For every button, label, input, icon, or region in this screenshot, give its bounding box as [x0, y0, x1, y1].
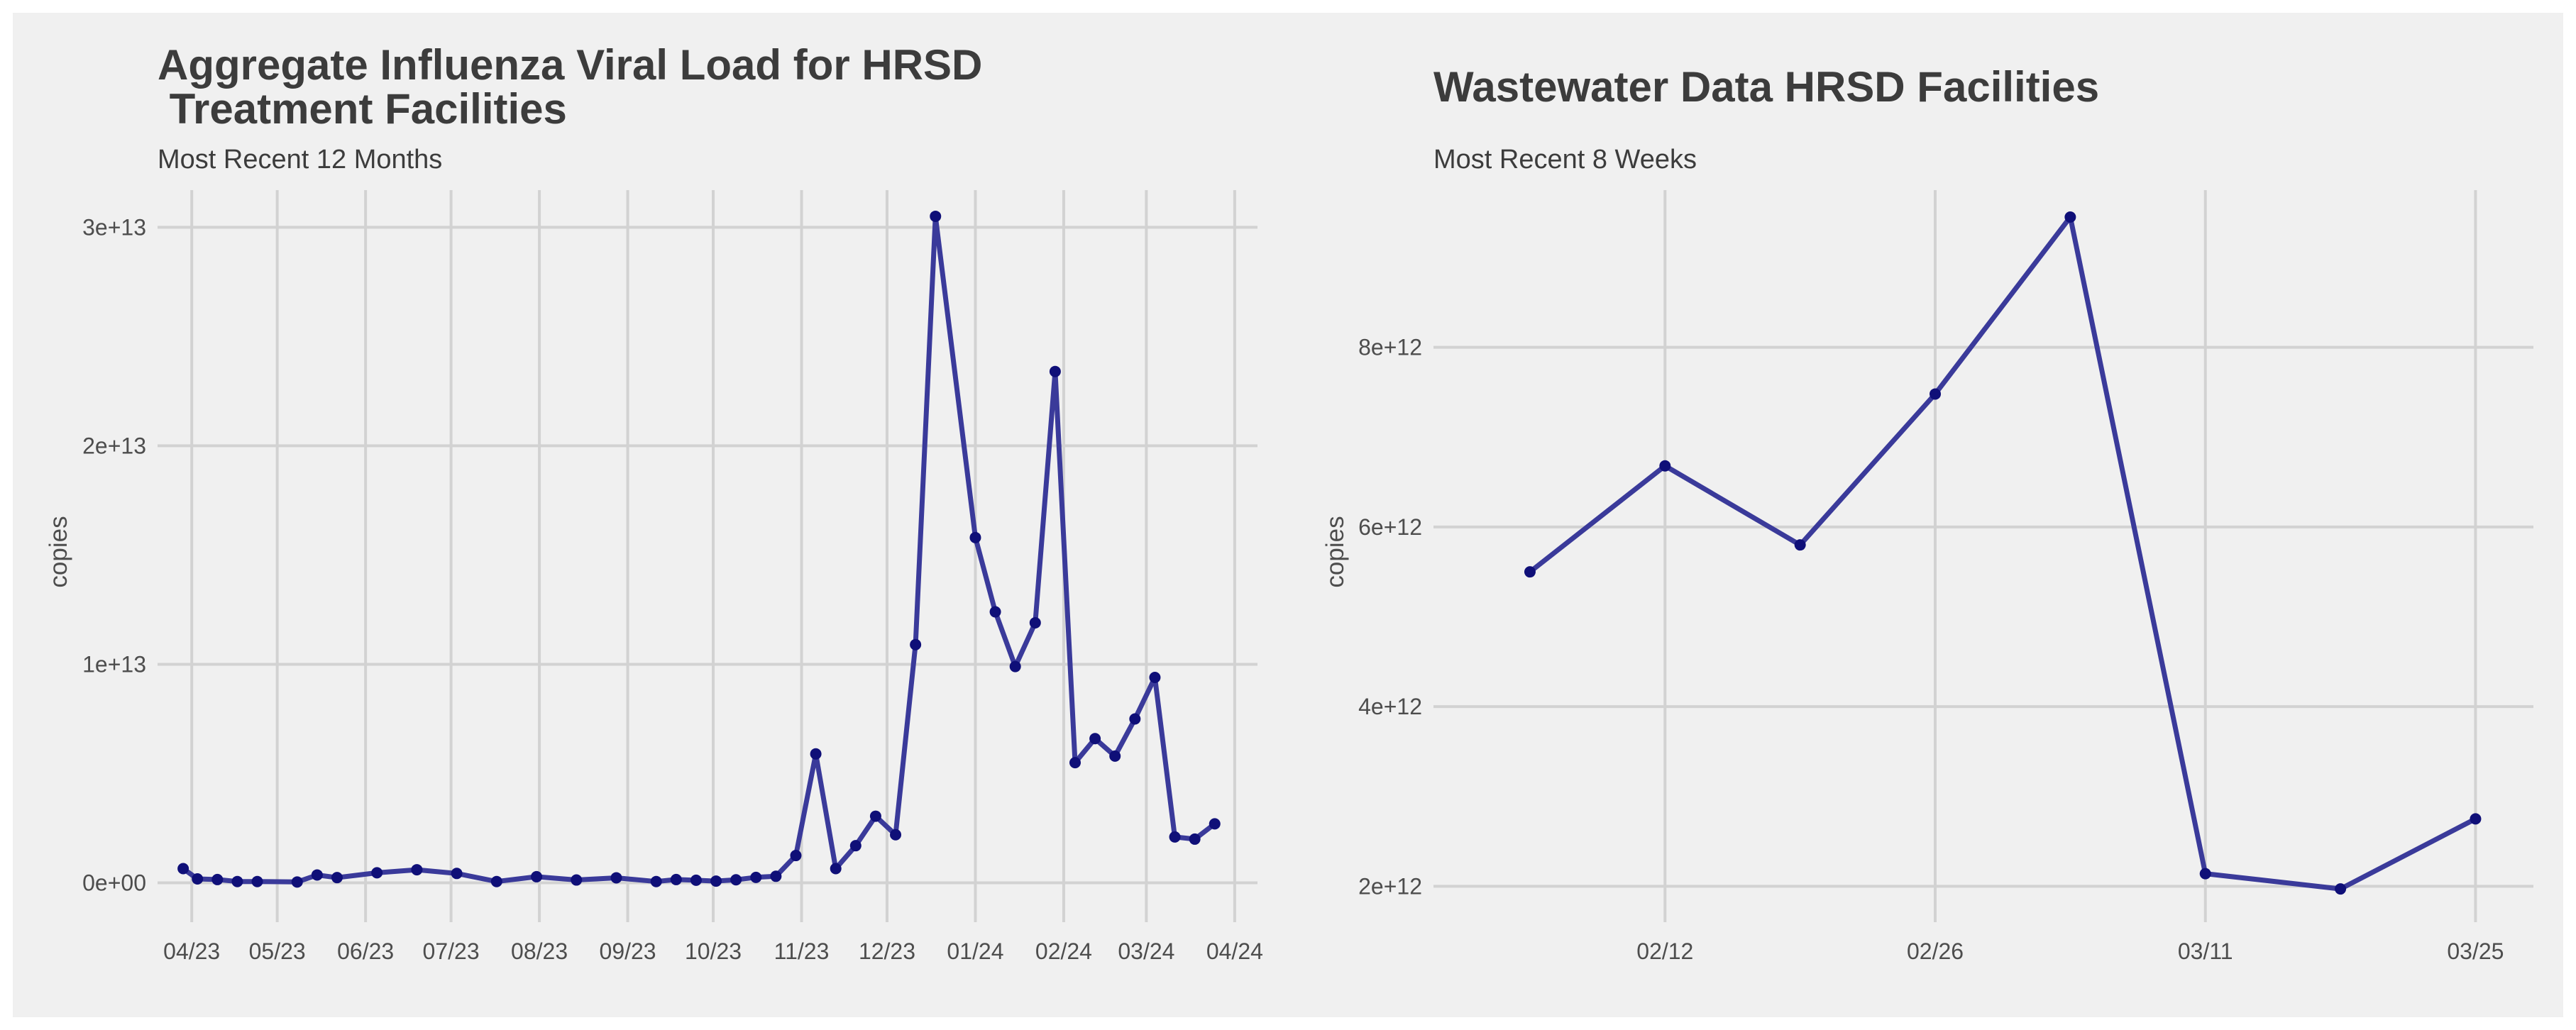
x-tick-label: 11/23 — [774, 938, 830, 964]
data-point — [670, 873, 682, 885]
data-point — [1659, 460, 1671, 472]
x-tick-label: 09/23 — [600, 938, 656, 964]
data-point — [2335, 883, 2347, 895]
x-tick-label: 02/24 — [1035, 938, 1092, 964]
chart-subtitle: Most Recent 8 Weeks — [1433, 145, 1697, 175]
data-point — [610, 872, 622, 884]
x-tick-label: 04/24 — [1206, 938, 1263, 964]
data-point — [2199, 868, 2211, 880]
chart-background — [13, 13, 2563, 1017]
chart-title-line-1: Aggregate Influenza Viral Load for HRSD — [158, 41, 982, 89]
x-tick-label: 03/24 — [1118, 938, 1174, 964]
data-point — [750, 871, 762, 883]
data-point — [371, 867, 383, 879]
data-point — [869, 810, 881, 822]
data-point — [1189, 833, 1201, 845]
x-tick-label: 04/23 — [163, 938, 220, 964]
data-point — [1129, 713, 1141, 725]
chart-title-line-1: Wastewater Data HRSD Facilities — [1433, 63, 2099, 111]
grid-layer — [158, 190, 1257, 922]
chart-subtitle: Most Recent 12 Months — [158, 145, 442, 175]
data-point — [1149, 671, 1161, 683]
data-point — [251, 875, 263, 887]
data-point — [1009, 660, 1021, 672]
data-point — [192, 873, 204, 885]
data-point — [1794, 539, 1806, 551]
x-tick-label: 02/12 — [1636, 938, 1693, 964]
data-point — [2470, 813, 2482, 825]
data-point — [790, 850, 802, 862]
data-point — [910, 638, 922, 650]
data-point — [531, 870, 543, 882]
data-point — [1069, 757, 1081, 769]
data-point — [231, 875, 243, 887]
data-point — [1209, 818, 1221, 830]
y-tick-label: 2e+12 — [1358, 873, 1422, 899]
x-tick-label: 10/23 — [685, 938, 742, 964]
data-point — [451, 868, 463, 880]
y-tick-label: 1e+13 — [82, 651, 146, 677]
x-tick-label: 03/25 — [2447, 938, 2504, 964]
data-point — [849, 840, 862, 852]
data-point — [1169, 831, 1181, 843]
x-tick-label: 05/23 — [249, 938, 306, 964]
tick-layer: 2e+12 4e+12 6e+12 8e+12 02/12 02/26 03/11 03/25 — [1358, 335, 2504, 964]
data-point — [969, 531, 981, 543]
x-tick-label: 01/24 — [947, 938, 1003, 964]
series-layer — [1524, 211, 2482, 895]
x-tick-label: 06/23 — [337, 938, 394, 964]
data-point — [1524, 566, 1536, 578]
viral-load-12-months-chart: Aggregate Influenza Viral Load for HRSD … — [45, 41, 1263, 964]
data-point — [1109, 750, 1121, 762]
data-point — [1049, 365, 1061, 377]
data-point — [810, 748, 822, 760]
y-axis-label: copies — [45, 516, 72, 587]
data-point — [411, 864, 423, 876]
data-point — [311, 869, 323, 881]
y-axis-label: copies — [1321, 516, 1349, 587]
data-point — [1930, 388, 1942, 400]
data-point — [211, 873, 224, 885]
data-point — [571, 874, 583, 886]
wastewater-8-weeks-chart: Wastewater Data HRSD Facilities Most Rec… — [1321, 63, 2533, 964]
y-tick-label: 8e+12 — [1358, 335, 1422, 360]
y-tick-label: 0e+00 — [82, 870, 146, 896]
data-point — [2064, 211, 2076, 223]
tick-layer: 0e+00 1e+13 2e+13 3e+13 04/23 05/23 06/23 07/23… — [82, 214, 1263, 964]
x-tick-label: 03/11 — [2178, 938, 2233, 964]
series-line — [1527, 214, 2478, 892]
data-point — [1029, 616, 1041, 628]
y-tick-label: 4e+12 — [1358, 694, 1422, 719]
data-point — [490, 875, 502, 887]
data-point — [989, 606, 1001, 618]
x-tick-label: 07/23 — [423, 938, 480, 964]
chart-title-line-2: Treatment Facilities — [158, 85, 567, 133]
data-point — [291, 876, 303, 888]
y-tick-label: 3e+13 — [82, 214, 146, 240]
x-tick-label: 12/23 — [859, 938, 915, 964]
y-tick-label: 2e+13 — [82, 433, 146, 458]
x-tick-label: 08/23 — [511, 938, 568, 964]
data-point — [890, 829, 902, 841]
data-point — [730, 874, 742, 886]
data-point — [331, 872, 343, 884]
data-point — [1089, 733, 1101, 745]
data-point — [650, 875, 662, 887]
data-point — [177, 863, 189, 875]
y-tick-label: 6e+12 — [1358, 514, 1422, 540]
grid-layer — [1433, 190, 2533, 922]
data-point — [690, 874, 702, 886]
data-point — [830, 863, 842, 875]
data-point — [770, 870, 782, 882]
x-tick-label: 02/26 — [1907, 938, 1964, 964]
data-point — [930, 210, 942, 222]
data-point — [710, 875, 722, 887]
series-layer — [177, 210, 1221, 888]
